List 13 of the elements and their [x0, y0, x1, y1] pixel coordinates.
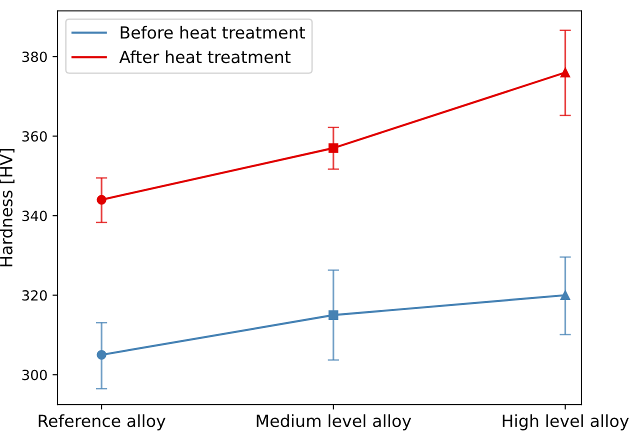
point	[328, 310, 338, 320]
y-tick-label: 380	[22, 52, 47, 62]
point	[328, 143, 338, 153]
x-tick-label: Reference alloy	[38, 414, 166, 430]
y-tick-label: 320	[22, 290, 47, 301]
y-tick-label: 340	[22, 210, 47, 222]
y-axis-title: Hardness [HV]	[0, 148, 14, 266]
y-tick-label: 300	[22, 370, 47, 380]
x-tick-label: High level alloy	[502, 414, 629, 430]
legend-label: After heat treatment	[119, 50, 291, 64]
legend-label: Before heat treatment	[120, 26, 306, 39]
y-tick-label: 360	[22, 131, 47, 142]
x-tick-label: Medium level alloy	[256, 414, 412, 430]
